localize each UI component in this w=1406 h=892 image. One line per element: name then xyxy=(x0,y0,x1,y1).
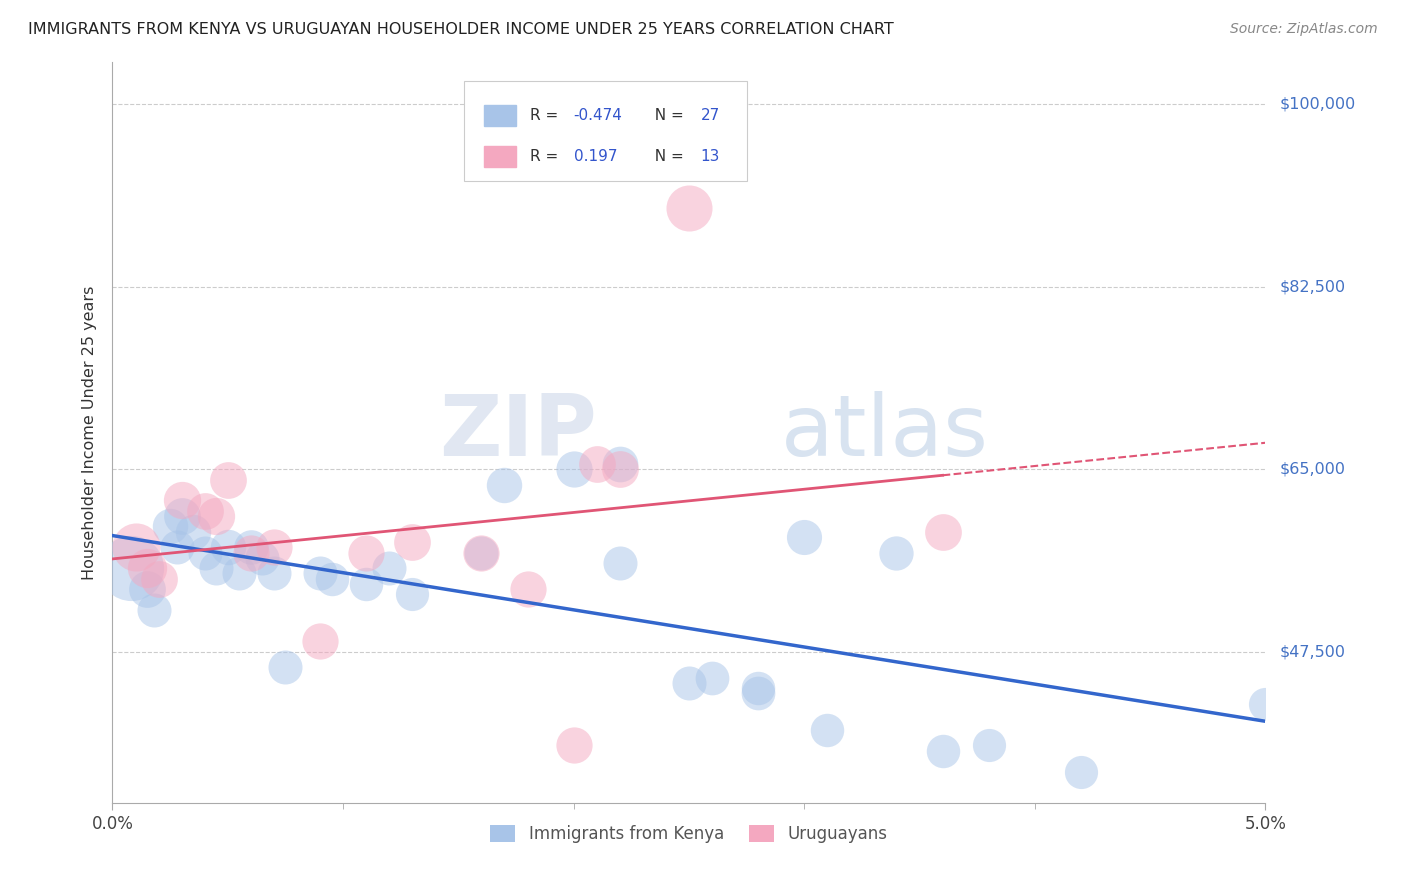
Text: -0.474: -0.474 xyxy=(574,108,623,123)
Text: R =: R = xyxy=(530,108,562,123)
Text: $100,000: $100,000 xyxy=(1279,96,1355,112)
Text: N =: N = xyxy=(645,149,689,164)
Text: Source: ZipAtlas.com: Source: ZipAtlas.com xyxy=(1230,22,1378,37)
Bar xyxy=(484,146,516,167)
Text: $82,500: $82,500 xyxy=(1279,279,1346,294)
Point xyxy=(120,561,142,575)
Point xyxy=(143,603,166,617)
Point xyxy=(166,541,188,555)
Point xyxy=(609,556,631,570)
Point xyxy=(309,566,332,581)
Point xyxy=(609,457,631,471)
Point xyxy=(263,541,285,555)
Point xyxy=(205,561,228,575)
Point xyxy=(228,566,250,581)
Y-axis label: Householder Income Under 25 years: Householder Income Under 25 years xyxy=(82,285,97,580)
Point xyxy=(354,545,377,559)
Point xyxy=(194,545,217,559)
Point xyxy=(124,541,146,555)
Text: atlas: atlas xyxy=(782,391,990,475)
Point xyxy=(562,462,585,476)
Text: $47,500: $47,500 xyxy=(1279,644,1346,659)
Point xyxy=(170,493,193,508)
Text: IMMIGRANTS FROM KENYA VS URUGUAYAN HOUSEHOLDER INCOME UNDER 25 YEARS CORRELATION: IMMIGRANTS FROM KENYA VS URUGUAYAN HOUSE… xyxy=(28,22,894,37)
Point xyxy=(354,577,377,591)
Point xyxy=(678,202,700,216)
Point xyxy=(470,545,492,559)
Text: 0.197: 0.197 xyxy=(574,149,617,164)
Point xyxy=(931,524,953,539)
Point xyxy=(309,634,332,648)
Point xyxy=(159,519,181,533)
Point xyxy=(263,566,285,581)
Text: N =: N = xyxy=(645,108,689,123)
Point xyxy=(747,686,769,700)
Bar xyxy=(484,105,516,126)
Point xyxy=(136,561,159,575)
Point xyxy=(931,744,953,758)
Text: $65,000: $65,000 xyxy=(1279,462,1346,476)
Point xyxy=(217,541,239,555)
Point xyxy=(401,587,423,601)
Point xyxy=(562,739,585,753)
Point xyxy=(181,524,204,539)
Point xyxy=(1070,764,1092,779)
Text: 13: 13 xyxy=(700,149,720,164)
Point xyxy=(378,561,401,575)
Point xyxy=(470,545,492,559)
Legend: Immigrants from Kenya, Uruguayans: Immigrants from Kenya, Uruguayans xyxy=(484,819,894,850)
Text: R =: R = xyxy=(530,149,568,164)
Point xyxy=(700,671,723,685)
Point xyxy=(516,582,538,596)
Point xyxy=(205,509,228,524)
Point xyxy=(793,530,815,544)
Point xyxy=(136,582,159,596)
Point xyxy=(886,545,908,559)
Point xyxy=(148,572,170,586)
Point xyxy=(239,545,262,559)
Point xyxy=(815,723,838,737)
Point xyxy=(401,535,423,549)
Text: 27: 27 xyxy=(700,108,720,123)
Point xyxy=(170,509,193,524)
Point xyxy=(252,550,274,565)
Point xyxy=(609,462,631,476)
Point xyxy=(494,477,516,491)
Point xyxy=(194,504,217,518)
Point xyxy=(678,676,700,690)
Point xyxy=(747,681,769,695)
Point xyxy=(977,739,1000,753)
FancyBboxPatch shape xyxy=(464,81,747,181)
Point xyxy=(217,473,239,487)
Point xyxy=(274,660,297,674)
Text: ZIP: ZIP xyxy=(439,391,596,475)
Point xyxy=(1254,697,1277,711)
Point xyxy=(585,457,607,471)
Point xyxy=(239,541,262,555)
Point xyxy=(321,572,343,586)
